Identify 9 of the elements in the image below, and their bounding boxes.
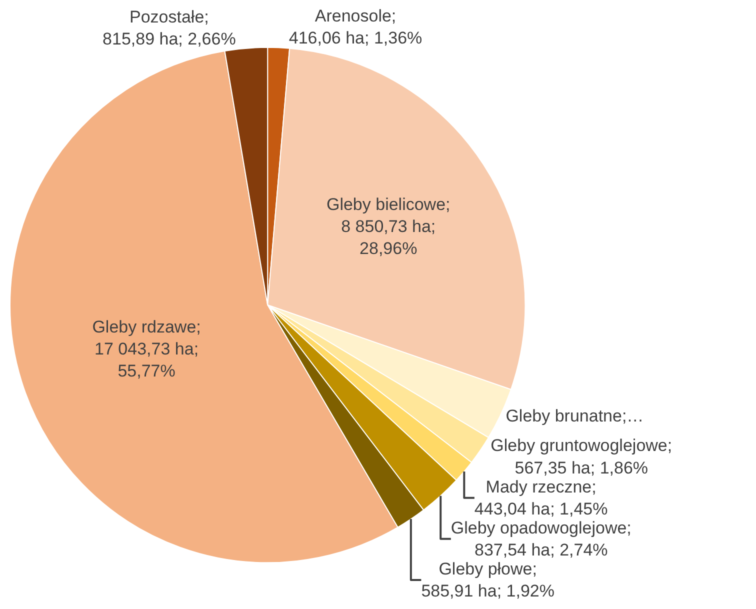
slice-label: Gleby opadowoglejowe; 837,54 ha; 2,74%: [450, 518, 632, 560]
slice-label: Pozostałe; 815,89 ha; 2,66%: [102, 7, 236, 48]
slice-label: Arenosole; 416,06 ha; 1,36%: [288, 6, 422, 48]
slice-label: Gleby płowe; 585,91 ha; 1,92%: [421, 559, 554, 601]
slice-label: Mady rzeczne; 443,04 ha; 1,45%: [474, 477, 608, 518]
slice-label: Gleby gruntowoglejowe; 567,35 ha; 1,86%: [490, 436, 672, 478]
slice-label: Gleby rdzawe; 17 043,73 ha; 55,77%: [92, 317, 201, 381]
slice-label: Gleby bielicowe; 8 850,73 ha; 28,96%: [326, 195, 450, 258]
slice-label: Gleby brunatne;…: [506, 406, 644, 426]
